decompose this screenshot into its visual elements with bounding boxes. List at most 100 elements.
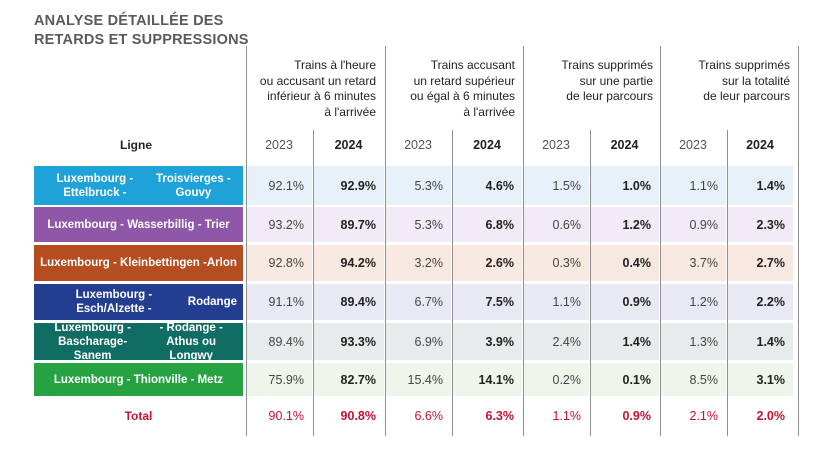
year-header-2023: 2023	[404, 138, 432, 152]
table-cell: 3.2%	[386, 245, 451, 281]
table-cell: 93.3%	[314, 323, 384, 360]
table-cell: 1.4%	[591, 323, 659, 360]
table-cell: 92.1%	[247, 166, 312, 205]
year-header-2024: 2024	[334, 138, 363, 152]
year-header-2023: 2023	[679, 138, 707, 152]
total-cell: 0.9%	[622, 409, 652, 423]
total-cell: 6.3%	[485, 409, 515, 423]
table-cell: 14.1%	[453, 363, 522, 396]
line-label-text: - Rodange - Athus ou Longwy	[159, 321, 223, 362]
line-label: Luxembourg - Wasserbillig - Trier	[34, 207, 243, 242]
column-divider	[727, 130, 728, 436]
title-line: ANALYSE DÉTAILLÉE DES	[34, 13, 224, 29]
table-cell: 1.0%	[591, 166, 659, 205]
table-cell: 2.7%	[728, 245, 793, 281]
ligne-header: Ligne	[120, 138, 152, 152]
col-header-line: de leur parcours	[566, 89, 653, 103]
column-divider	[660, 46, 661, 436]
col-header-line: ou accusant un retard	[259, 73, 376, 88]
table-cell: 5.3%	[386, 166, 451, 205]
total-cell: 6.6%	[414, 409, 444, 423]
table-cell: 6.8%	[453, 207, 522, 242]
column-divider	[246, 46, 247, 436]
table-cell: 1.1%	[661, 166, 726, 205]
table-cell: 2.6%	[453, 245, 522, 281]
total-cell: 90.1%	[268, 409, 304, 423]
line-label: Luxembourg - Bascharage-Sanem - Rodange -…	[34, 321, 243, 362]
column-divider	[385, 46, 386, 436]
table-cell: 3.7%	[661, 245, 726, 281]
line-label: Luxembourg - Thionville - Metz	[34, 363, 243, 396]
line-label-text: Arlon	[206, 257, 237, 269]
table-cell: 0.6%	[524, 207, 589, 242]
col-header-line: Trains supprimés	[698, 58, 790, 72]
col-header-line: Trains accusant	[430, 58, 515, 72]
column-divider	[590, 130, 591, 436]
table-cell: 2.2%	[728, 284, 793, 320]
table-cell: 3.1%	[728, 363, 793, 396]
table-cell: 1.1%	[524, 284, 589, 320]
total-cell: 1.1%	[552, 409, 582, 423]
col-header-line: Trains supprimés	[561, 58, 653, 72]
year-header-2023: 2023	[542, 138, 570, 152]
table-cell: 15.4%	[386, 363, 451, 396]
total-cell: 90.8%	[340, 409, 376, 423]
year-header-2024: 2024	[610, 138, 639, 152]
table-cell: 2.4%	[524, 323, 589, 360]
table-cell: 6.9%	[386, 323, 451, 360]
table-cell: 0.9%	[591, 284, 659, 320]
col-header-line: de leur parcours	[703, 89, 790, 103]
line-label: Luxembourg - Ettelbruck - Troisvierges - …	[34, 166, 243, 205]
table-cell: 1.2%	[591, 207, 659, 242]
line-label-text: Rodange	[187, 296, 237, 308]
line-label-text: Luxembourg - Ettelbruck -	[56, 172, 134, 199]
table-cell: 1.2%	[661, 284, 726, 320]
total-label: Total	[124, 409, 153, 423]
table-cell: 7.5%	[453, 284, 522, 320]
table-cell: 82.7%	[314, 363, 384, 396]
line-label-text: Luxembourg - Kleinbettingen -	[40, 257, 207, 269]
table-cell: 0.4%	[591, 245, 659, 281]
year-header-2024: 2024	[473, 138, 501, 152]
col-header-on-time: Trains à l'heure ou accusant un retard i…	[246, 58, 376, 120]
table-cell: 0.2%	[524, 363, 589, 396]
line-label-text: Troisvierges - Gouvy	[155, 172, 231, 199]
column-divider	[523, 46, 524, 436]
table-cell: 0.3%	[524, 245, 589, 281]
table-cell: 5.3%	[386, 207, 451, 242]
column-divider	[313, 130, 314, 436]
col-header-delayed: Trains accusant un retard supérieur ou é…	[385, 58, 515, 120]
col-header-line: inférieur à 6 minutes	[267, 89, 376, 103]
table-cell: 92.9%	[314, 166, 384, 205]
table-cell: 6.7%	[386, 284, 451, 320]
table-cell: 3.9%	[453, 323, 522, 360]
column-divider	[798, 46, 799, 436]
table-cell: 89.4%	[247, 323, 312, 360]
col-header-line: à l'arrivée	[463, 104, 515, 119]
column-divider	[452, 130, 453, 436]
col-header-line: un retard supérieur	[413, 73, 515, 88]
table-cell: 1.3%	[661, 323, 726, 360]
col-header-full-cancel: Trains supprimés sur la totalité de leur…	[660, 58, 790, 105]
total-cell: 2.1%	[689, 409, 719, 423]
total-cell: 2.0%	[756, 409, 786, 423]
col-header-line: sur une partie	[579, 73, 653, 88]
line-label-text: Luxembourg - Wasserbillig - Trier	[47, 218, 230, 231]
table-cell: 91.1%	[247, 284, 312, 320]
page-title: ANALYSE DÉTAILLÉE DES RETARDS ET SUPPRES…	[34, 12, 249, 50]
table-cell: 89.4%	[314, 284, 384, 320]
table-cell: 8.5%	[661, 363, 726, 396]
table-cell: 75.9%	[247, 363, 312, 396]
year-header-2024: 2024	[746, 138, 774, 152]
line-label-text: Luxembourg - Bascharage-Sanem	[54, 321, 131, 362]
col-header-line: ou égal à 6 minutes	[410, 89, 515, 103]
year-header-2023: 2023	[265, 138, 293, 152]
col-header-partial-cancel: Trains supprimés sur une partie de leur …	[523, 58, 653, 105]
table-cell: 4.6%	[453, 166, 522, 205]
table-cell: 94.2%	[314, 245, 384, 281]
table-cell: 1.5%	[524, 166, 589, 205]
col-header-line: Trains à l'heure	[294, 58, 376, 72]
table-cell: 1.4%	[728, 166, 793, 205]
line-label: Luxembourg - Kleinbettingen - Arlon	[34, 245, 243, 281]
table-cell: 93.2%	[247, 207, 312, 242]
